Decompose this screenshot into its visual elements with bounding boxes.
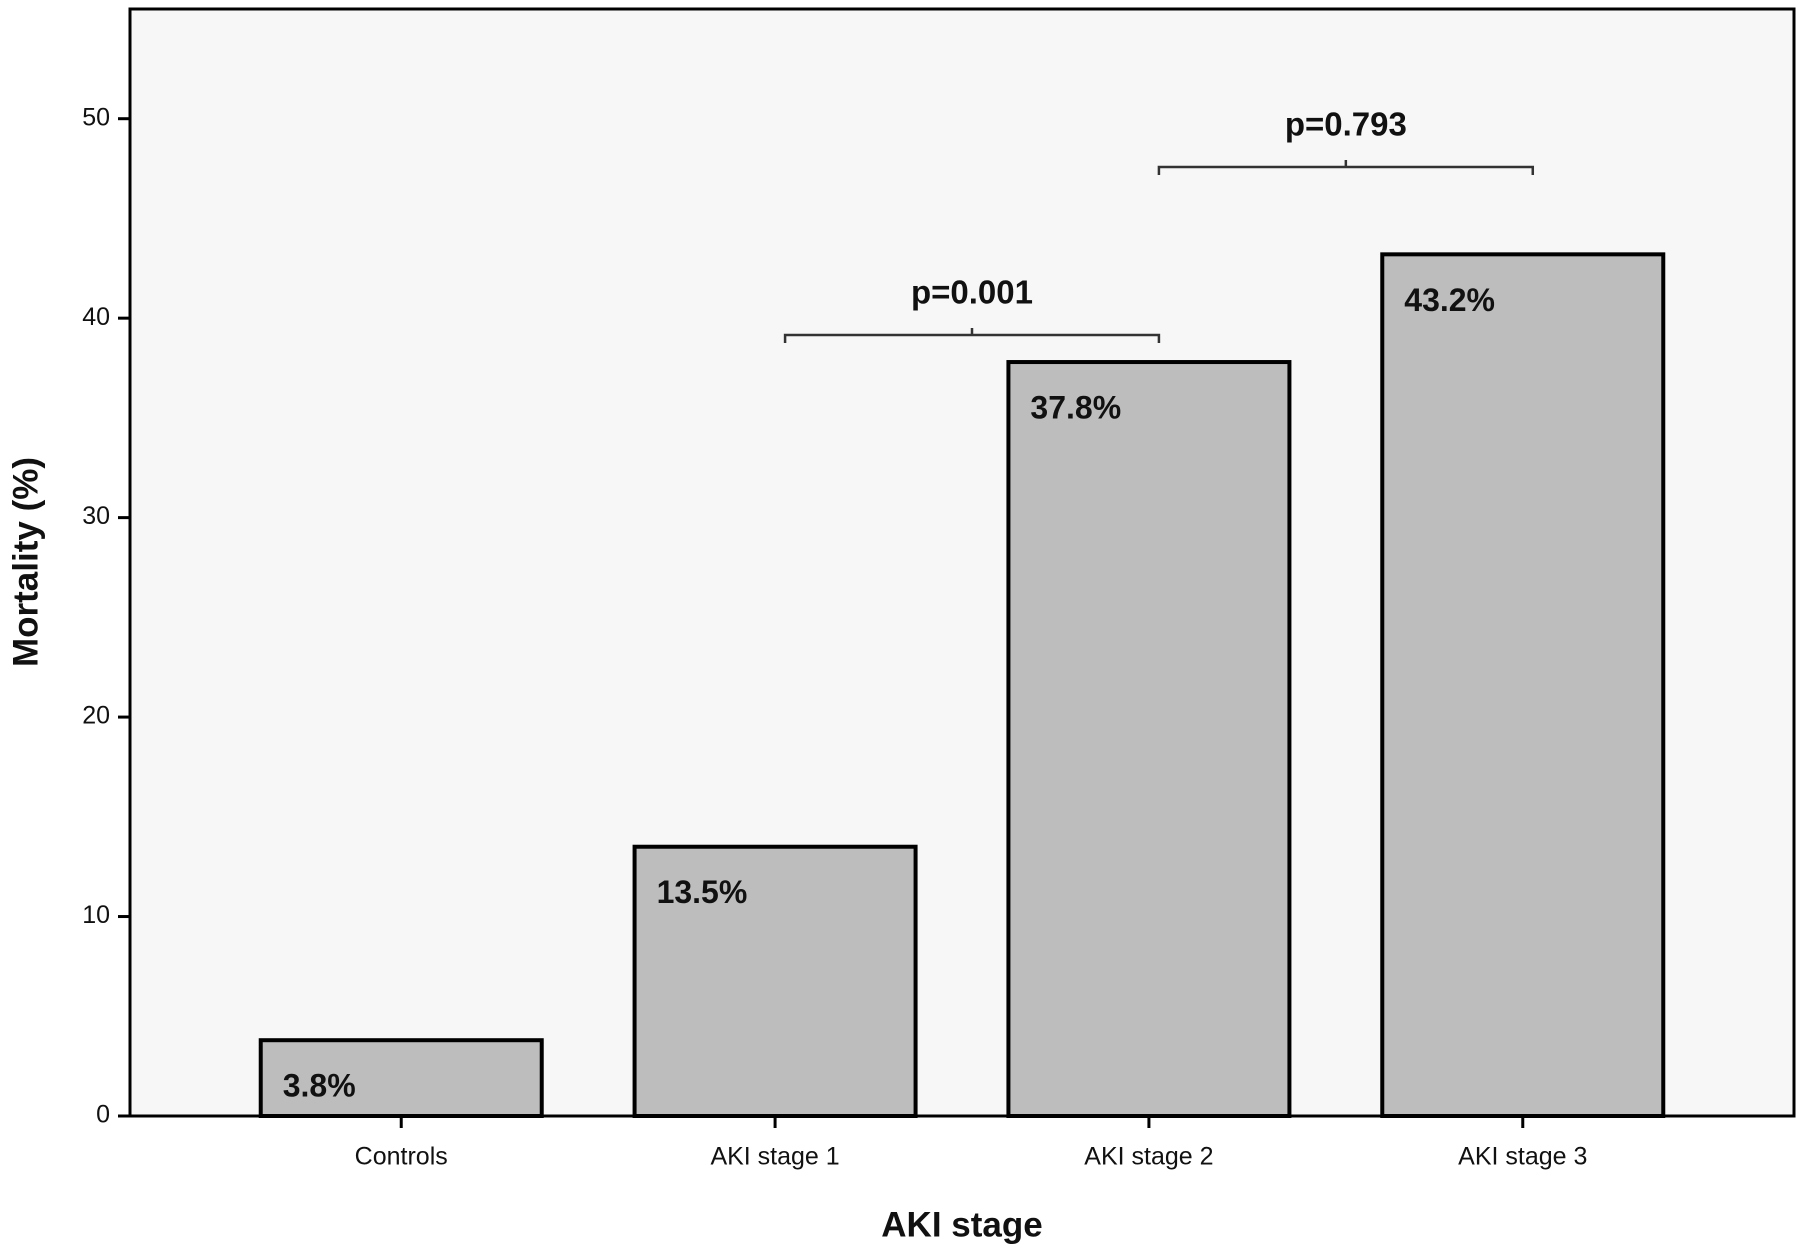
bar [1006,360,1292,1119]
value-label: 13.5% [657,874,748,910]
y-tick-label: 50 [82,103,110,131]
value-label: 43.2% [1404,282,1495,318]
annotation: p=0.793 [1285,106,1407,143]
x-tick-label: AKI stage 1 [710,1143,839,1171]
x-tick-label: AKI stage 2 [1084,1143,1213,1171]
bar [258,1038,544,1119]
bar [632,844,918,1118]
significance-bracket [783,328,1161,343]
value-label: 3.8% [283,1068,356,1104]
y-tick-label: 30 [82,502,110,530]
value-label: 37.8% [1030,389,1121,425]
y-axis-title: Mortality (%) [6,457,45,667]
annotation: p=0.001 [911,274,1033,311]
y-tick-label: 20 [82,702,110,730]
x-tick-label: Controls [355,1143,448,1171]
y-tick-label: 40 [82,303,110,331]
significance-bracket [1157,160,1535,175]
bar [1380,252,1666,1118]
x-tick-label: AKI stage 3 [1458,1143,1587,1171]
x-axis-title: AKI stage [881,1205,1042,1244]
y-tick-label: 0 [96,1101,110,1129]
y-tick-label: 10 [82,901,110,929]
